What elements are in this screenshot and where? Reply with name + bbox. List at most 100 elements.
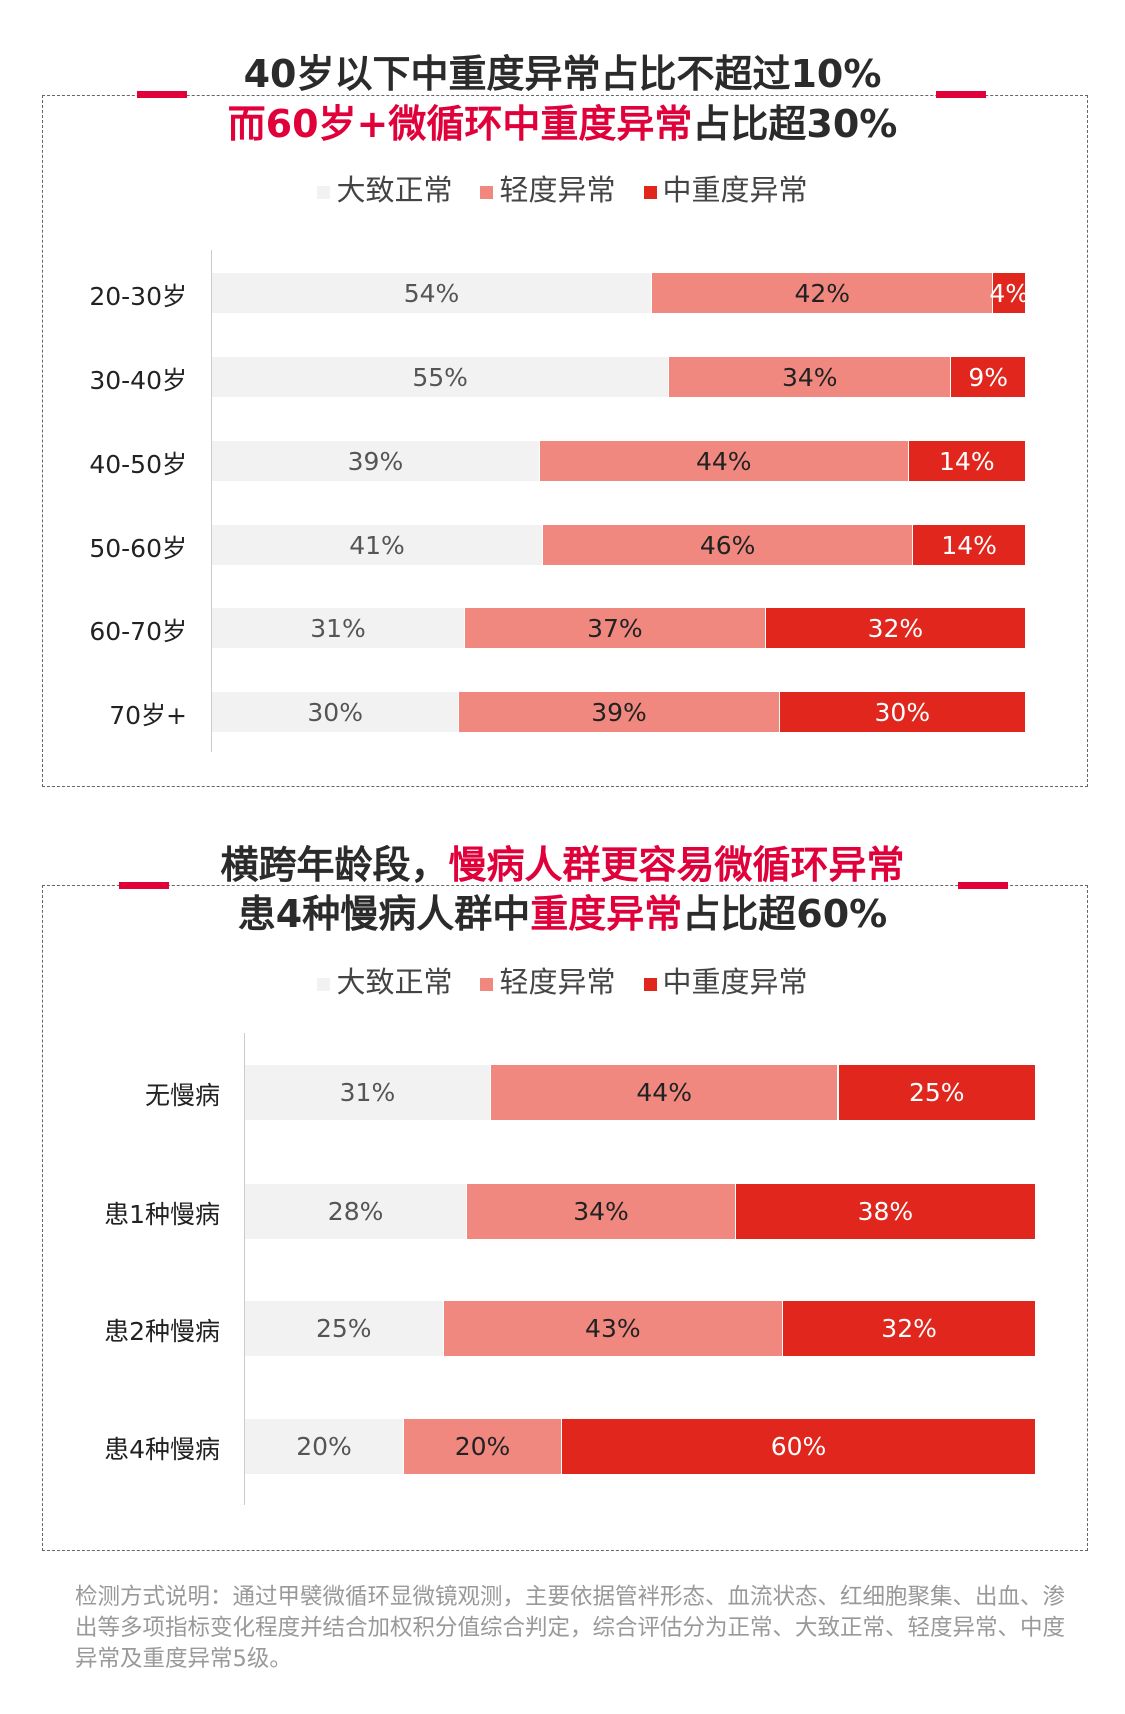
- bar-segment: 32%: [782, 1300, 1035, 1356]
- bar-segment: 32%: [764, 608, 1025, 648]
- category-label: 70岁+: [109, 701, 187, 730]
- chart1-axis: [211, 250, 212, 752]
- bar-segment: 55%: [212, 357, 669, 397]
- bar-segment: 14%: [907, 441, 1025, 481]
- bar-segment: 44%: [538, 441, 908, 481]
- data-label: 37%: [587, 613, 643, 643]
- category-label: 患1种慢病: [104, 1200, 220, 1229]
- bar-segment: 39%: [458, 692, 779, 732]
- title-segment: 重度异常: [530, 892, 683, 936]
- bar-segment: 4%: [989, 273, 1029, 313]
- bar-segment: 39%: [212, 441, 539, 481]
- data-label: 25%: [315, 1313, 372, 1343]
- bar-segment: 34%: [668, 357, 951, 397]
- category-label: 50-60岁: [89, 534, 187, 563]
- title-segment: 患4种慢病人群中: [237, 892, 531, 936]
- data-label: 42%: [794, 278, 851, 308]
- legend-swatch: [480, 977, 494, 991]
- legend-item: 大致正常: [317, 172, 452, 208]
- data-label: 20%: [454, 1431, 511, 1461]
- data-label: 46%: [699, 530, 756, 560]
- data-label: 43%: [585, 1313, 641, 1343]
- bar-segment: 60%: [561, 1418, 1035, 1474]
- bar-segment: 30%: [778, 692, 1025, 732]
- title-segment: 占比超60%: [682, 892, 888, 936]
- data-label: 30%: [307, 697, 363, 727]
- title-segment: 40岁以下中重度异常占比不超过10%: [243, 52, 882, 96]
- legend-label: 轻度异常: [499, 965, 616, 999]
- data-label: 38%: [857, 1196, 914, 1226]
- data-label: 30%: [874, 697, 931, 727]
- legend-swatch: [317, 185, 331, 199]
- legend-swatch: [643, 977, 657, 991]
- data-label: 60%: [770, 1431, 827, 1461]
- legend-label: 中重度异常: [662, 173, 808, 207]
- data-label: 54%: [403, 278, 460, 308]
- title-accent-dash: [137, 91, 187, 98]
- chart1-legend: 大致正常 轻度异常 中重度异常: [0, 172, 1125, 208]
- data-label: 39%: [347, 446, 404, 476]
- chart1-frame: [42, 95, 1088, 787]
- bar-segment: 31%: [245, 1064, 490, 1120]
- data-label: 44%: [695, 446, 752, 476]
- legend-label: 轻度异常: [499, 173, 616, 207]
- bar-segment: 20%: [403, 1418, 561, 1474]
- data-label: 31%: [339, 1077, 396, 1107]
- chart1-title-line: 40岁以下中重度异常占比不超过10%: [0, 51, 1125, 97]
- bar-segment: 20%: [245, 1418, 403, 1474]
- legend-label: 中重度异常: [662, 965, 808, 999]
- bar-segment: 44%: [489, 1064, 838, 1120]
- data-label: 32%: [881, 1313, 937, 1343]
- data-label: 14%: [939, 446, 995, 476]
- bar-segment: 42%: [651, 273, 993, 313]
- bar-segment: 25%: [837, 1064, 1035, 1120]
- legend-item: 轻度异常: [480, 172, 616, 208]
- chart2-axis: [244, 1033, 245, 1505]
- legend-label: 大致正常: [336, 173, 453, 207]
- chart2-title-line: 患4种慢病人群中重度异常占比超60%: [0, 891, 1125, 937]
- title-accent-dash: [936, 91, 986, 98]
- data-label: 32%: [867, 613, 924, 643]
- data-label: 41%: [349, 530, 405, 560]
- data-label: 34%: [782, 362, 838, 392]
- data-label: 25%: [908, 1077, 965, 1107]
- category-label: 患4种慢病: [104, 1435, 220, 1464]
- bar-segment: 43%: [442, 1300, 783, 1356]
- category-label: 无慢病: [144, 1081, 220, 1110]
- bar-segment: 9%: [950, 357, 1025, 397]
- data-label: 20%: [296, 1431, 352, 1461]
- data-label: 4%: [989, 278, 1030, 308]
- data-label: 44%: [636, 1077, 692, 1107]
- data-label: 31%: [310, 613, 366, 643]
- legend-item: 轻度异常: [480, 964, 616, 1000]
- data-label: 28%: [327, 1196, 384, 1226]
- bar-segment: 41%: [212, 525, 543, 565]
- title-segment: 而60岁+微循环中重度异常: [227, 102, 693, 146]
- legend-item: 中重度异常: [643, 172, 808, 208]
- data-label: 34%: [573, 1196, 629, 1226]
- legend-item: 中重度异常: [643, 964, 808, 1000]
- bar-segment: 37%: [464, 608, 765, 648]
- category-label: 30-40岁: [89, 366, 187, 395]
- data-label: 39%: [591, 697, 647, 727]
- bar-segment: 25%: [245, 1300, 443, 1356]
- chart2-legend: 大致正常 轻度异常 中重度异常: [0, 964, 1125, 1000]
- legend-swatch: [480, 185, 494, 199]
- category-label: 患2种慢病: [104, 1317, 220, 1346]
- legend-swatch: [643, 185, 657, 199]
- bar-segment: 38%: [734, 1183, 1035, 1239]
- title-accent-dash: [958, 882, 1008, 889]
- bar-segment: 28%: [245, 1183, 467, 1239]
- bar-segment: 46%: [542, 525, 913, 565]
- legend-label: 大致正常: [336, 965, 453, 999]
- footnote: 检测方式说明：通过甲襞微循环显微镜观测，主要依据管袢形态、血流状态、红细胞聚集、…: [75, 1584, 1066, 1672]
- bar-segment: 30%: [212, 692, 459, 732]
- title-segment: 占比超30%: [692, 102, 898, 146]
- data-label: 14%: [941, 530, 997, 560]
- bar-segment: 31%: [212, 608, 465, 648]
- chart2-frame: [42, 885, 1088, 1551]
- data-label: 9%: [968, 362, 1008, 392]
- legend-item: 大致正常: [317, 964, 452, 1000]
- bar-segment: 14%: [912, 525, 1025, 565]
- title-segment: 横跨年龄段，: [220, 843, 449, 887]
